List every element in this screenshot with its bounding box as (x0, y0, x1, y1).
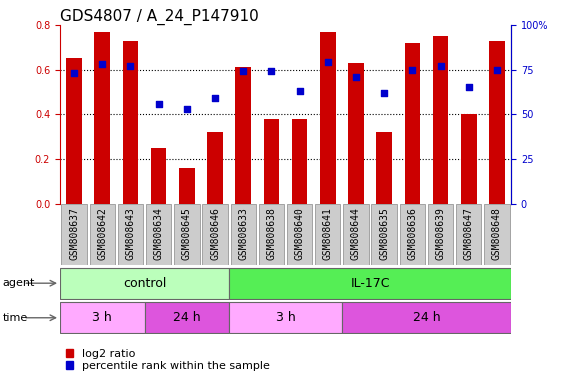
Point (182, 106, 191, 112)
Bar (264, 119, 279, 204)
Point (239, 68, 248, 74)
Point (154, 101, 163, 107)
Bar (461, 114, 477, 204)
Bar (348, 63, 364, 204)
Text: GSM808641: GSM808641 (323, 207, 333, 260)
FancyBboxPatch shape (60, 268, 229, 299)
Bar (151, 148, 166, 204)
FancyBboxPatch shape (202, 204, 228, 265)
Text: GSM808639: GSM808639 (436, 207, 445, 260)
Point (464, 84, 473, 91)
FancyBboxPatch shape (144, 302, 229, 333)
Text: IL-17C: IL-17C (351, 277, 390, 290)
FancyBboxPatch shape (372, 204, 397, 265)
Point (267, 68, 276, 74)
FancyBboxPatch shape (343, 204, 369, 265)
Text: GSM808648: GSM808648 (492, 207, 502, 260)
Text: GSM808634: GSM808634 (154, 207, 164, 260)
Legend: log2 ratio, percentile rank within the sample: log2 ratio, percentile rank within the s… (66, 349, 270, 371)
Point (98, 61, 107, 67)
Point (70, 70, 79, 76)
Bar (235, 67, 251, 204)
Bar (433, 36, 448, 204)
Text: agent: agent (3, 278, 35, 288)
Bar (207, 132, 223, 204)
FancyBboxPatch shape (229, 268, 511, 299)
Text: 3 h: 3 h (276, 311, 295, 324)
FancyBboxPatch shape (287, 204, 312, 265)
FancyBboxPatch shape (428, 204, 453, 265)
Point (351, 74, 360, 80)
FancyBboxPatch shape (400, 204, 425, 265)
FancyBboxPatch shape (118, 204, 143, 265)
Text: GSM808646: GSM808646 (210, 207, 220, 260)
Text: GSM808647: GSM808647 (464, 207, 474, 260)
Bar (376, 132, 392, 204)
FancyBboxPatch shape (146, 204, 171, 265)
Bar (123, 41, 138, 204)
Point (323, 60, 332, 66)
Text: GSM808637: GSM808637 (69, 207, 79, 260)
Text: GSM808642: GSM808642 (97, 207, 107, 260)
FancyBboxPatch shape (60, 302, 144, 333)
Text: GDS4807 / A_24_P147910: GDS4807 / A_24_P147910 (60, 9, 259, 25)
Point (126, 63, 135, 69)
Bar (179, 168, 195, 204)
Point (492, 66, 501, 73)
FancyBboxPatch shape (231, 204, 256, 265)
FancyBboxPatch shape (315, 204, 340, 265)
FancyBboxPatch shape (342, 302, 511, 333)
Text: GSM808640: GSM808640 (295, 207, 304, 260)
Point (436, 63, 445, 69)
Text: GSM808638: GSM808638 (267, 207, 276, 260)
Text: 24 h: 24 h (413, 311, 440, 324)
FancyBboxPatch shape (259, 204, 284, 265)
FancyBboxPatch shape (229, 302, 342, 333)
Point (408, 66, 417, 73)
Bar (292, 119, 307, 204)
Text: control: control (123, 277, 166, 290)
Bar (94, 31, 110, 204)
Text: GSM808645: GSM808645 (182, 207, 192, 260)
Bar (66, 58, 82, 204)
Point (380, 90, 389, 96)
Text: GSM808636: GSM808636 (407, 207, 417, 260)
Bar (489, 41, 505, 204)
Text: GSM808633: GSM808633 (238, 207, 248, 260)
Bar (320, 31, 336, 204)
Bar (405, 43, 420, 204)
FancyBboxPatch shape (174, 204, 199, 265)
FancyBboxPatch shape (61, 204, 87, 265)
FancyBboxPatch shape (90, 204, 115, 265)
Text: GSM808635: GSM808635 (379, 207, 389, 260)
Text: 3 h: 3 h (93, 311, 112, 324)
FancyBboxPatch shape (456, 204, 481, 265)
FancyBboxPatch shape (484, 204, 510, 265)
Text: GSM808643: GSM808643 (126, 207, 135, 260)
Point (295, 88, 304, 94)
Text: 24 h: 24 h (173, 311, 200, 324)
Text: GSM808644: GSM808644 (351, 207, 361, 260)
Point (211, 95, 220, 101)
Text: time: time (3, 313, 28, 323)
